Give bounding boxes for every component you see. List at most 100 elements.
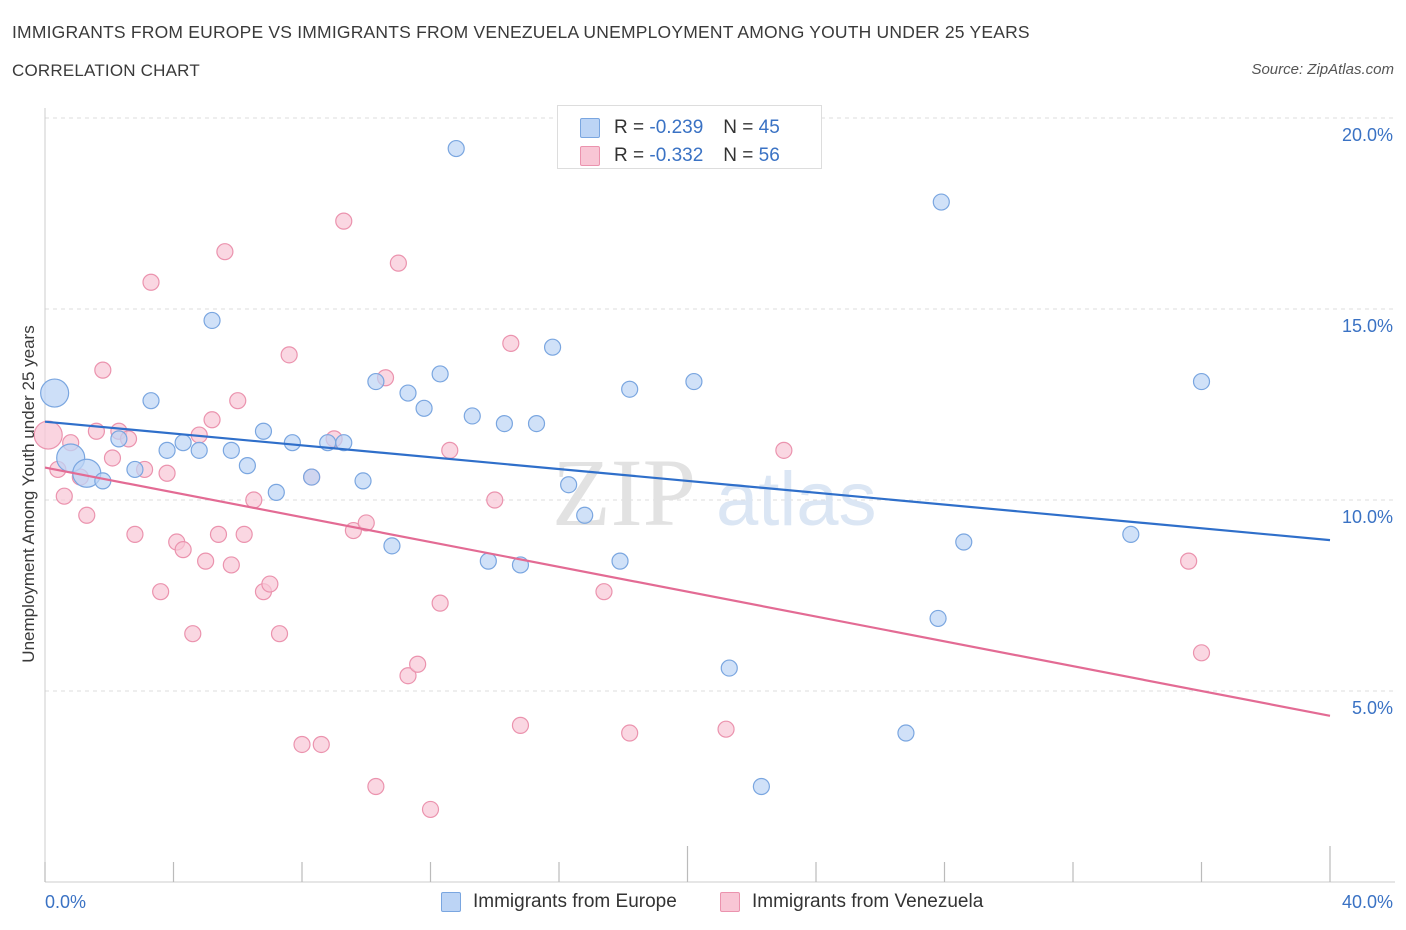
venezuela-point (486, 491, 504, 509)
europe-point (463, 407, 481, 425)
venezuela-point (261, 575, 279, 593)
venezuela-point (229, 392, 247, 410)
europe-point (367, 372, 385, 391)
y-tick-label: 15.0% (1342, 316, 1393, 336)
venezuela-point (142, 273, 160, 291)
legend-label-europe: Immigrants from Europe (473, 891, 677, 912)
europe-point (685, 372, 703, 391)
legend-item-venezuela[interactable]: Immigrants from Venezuela (720, 888, 983, 916)
europe-point (203, 311, 221, 330)
venezuela-point (595, 583, 613, 601)
venezuela-swatch (720, 892, 740, 912)
venezuela-point (78, 506, 96, 524)
venezuela-point (245, 491, 263, 509)
venezuela-point (216, 243, 234, 261)
europe-point (142, 392, 160, 410)
venezuela-point (441, 441, 459, 459)
venezuela-point (152, 583, 170, 601)
n-label: N = (723, 117, 754, 138)
venezuela-point (717, 720, 735, 738)
europe-point (222, 441, 240, 459)
europe-swatch (441, 892, 461, 912)
venezuela-point (55, 487, 73, 505)
venezuela-point (1192, 644, 1211, 662)
y-tick-label: 20.0% (1342, 125, 1393, 145)
europe-point (335, 434, 353, 452)
venezuela-point (367, 777, 385, 796)
venezuela-point (158, 464, 176, 482)
legend-label-venezuela: Immigrants from Venezuela (752, 891, 984, 912)
legend-row-europe: R = -0.239 N = 45 (558, 114, 780, 142)
europe-point (126, 460, 144, 479)
europe-point (238, 457, 256, 475)
series-legend: Immigrants from Europe Immigrants from V… (0, 888, 1406, 918)
venezuela-point (502, 334, 520, 352)
europe-points (40, 139, 1211, 796)
europe-point (283, 434, 301, 452)
axes (44, 108, 1395, 883)
r-label: R = (614, 145, 645, 166)
x-tick-labels: 0.0% 40.0% (45, 892, 1393, 912)
watermark-zip: ZIP (552, 439, 696, 546)
y-axis-label: Unemployment Among Youth under 25 years (19, 325, 38, 663)
europe-point (431, 365, 449, 383)
europe-point (611, 552, 629, 570)
europe-point (383, 537, 401, 555)
legend-row-venezuela: R = -0.332 N = 56 (558, 142, 780, 170)
venezuela-point (775, 441, 793, 459)
venezuela-point (280, 346, 298, 364)
venezuela-point (335, 212, 353, 230)
venezuela-point (126, 525, 144, 543)
europe-point (399, 384, 417, 402)
europe-point (752, 777, 770, 796)
venezuela-point (312, 735, 330, 754)
europe-point (527, 415, 546, 433)
europe-point (929, 609, 947, 628)
europe-point (479, 552, 497, 570)
europe-point (158, 441, 176, 459)
europe-point (543, 338, 562, 356)
europe-point (254, 422, 273, 440)
europe-point (576, 506, 594, 524)
venezuela-point (1180, 552, 1198, 570)
y-tick-label: 5.0% (1352, 698, 1393, 718)
europe-point (190, 441, 208, 459)
venezuela-point (511, 716, 530, 734)
legend-item-europe[interactable]: Immigrants from Europe (441, 888, 677, 916)
n-value-venezuela: 56 (758, 145, 780, 166)
europe-point (495, 415, 513, 433)
venezuela-trend-line (44, 466, 1331, 717)
chart-subtitle: CORRELATION CHART (12, 61, 200, 80)
europe-point (560, 476, 578, 494)
gridlines (45, 117, 1395, 692)
europe-point (415, 399, 433, 417)
venezuela-point (222, 556, 240, 574)
europe-point (1192, 372, 1211, 391)
venezuela-point (203, 411, 221, 429)
venezuela-point (357, 514, 375, 532)
venezuela-point (431, 594, 449, 612)
venezuela-point (103, 449, 122, 467)
y-tick-labels: 5.0% 10.0% 15.0% 20.0% (1342, 125, 1393, 718)
venezuela-point (409, 655, 427, 673)
y-tick-label: 10.0% (1342, 507, 1393, 527)
europe-point (110, 430, 128, 448)
venezuela-point (389, 254, 407, 272)
europe-point (267, 483, 285, 501)
europe-point (1122, 525, 1140, 543)
venezuela-point (209, 525, 228, 543)
x-tick-label: 40.0% (1342, 892, 1393, 912)
venezuela-point (270, 625, 289, 643)
x-tick-label: 0.0% (45, 892, 86, 912)
europe-point (720, 659, 738, 677)
europe-point (955, 533, 973, 551)
watermark: ZIP atlas (552, 439, 877, 546)
europe-point (174, 434, 192, 452)
europe-point (40, 378, 70, 408)
venezuela-point (421, 800, 440, 819)
r-value-venezuela: -0.332 (649, 145, 704, 166)
europe-trend-line (44, 420, 1331, 542)
europe-point (354, 472, 372, 490)
venezuela-swatch (580, 146, 600, 166)
source-label: Source: ZipAtlas.com (1251, 61, 1394, 78)
